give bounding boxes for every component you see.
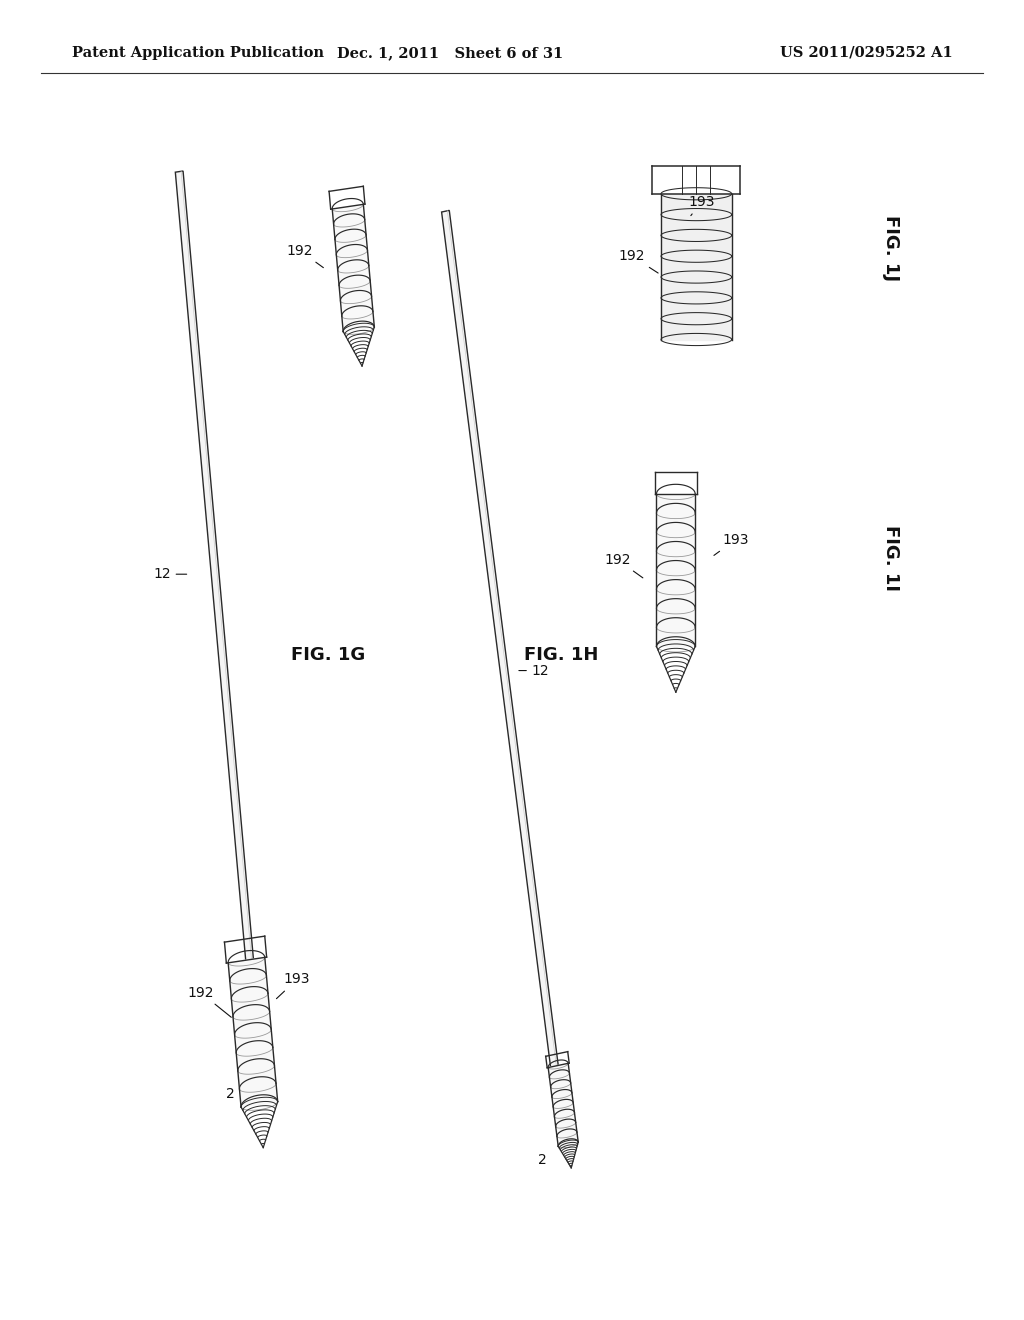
Text: FIG. 1I: FIG. 1I (882, 525, 900, 591)
Text: 2: 2 (226, 1088, 234, 1101)
Polygon shape (175, 172, 265, 1089)
Text: FIG. 1H: FIG. 1H (524, 645, 598, 664)
Text: FIG. 1G: FIG. 1G (291, 645, 365, 664)
Text: 192: 192 (187, 986, 231, 1018)
Text: 12: 12 (153, 568, 186, 581)
Text: Dec. 1, 2011   Sheet 6 of 31: Dec. 1, 2011 Sheet 6 of 31 (338, 46, 563, 59)
Polygon shape (662, 194, 731, 339)
Text: 12: 12 (519, 664, 550, 677)
Text: 192: 192 (604, 553, 643, 578)
Polygon shape (656, 494, 695, 647)
Text: US 2011/0295252 A1: US 2011/0295252 A1 (779, 46, 952, 59)
Text: 193: 193 (714, 533, 749, 556)
Polygon shape (228, 957, 278, 1107)
Polygon shape (548, 1064, 579, 1146)
Polygon shape (441, 210, 567, 1137)
Polygon shape (332, 205, 375, 331)
Text: Patent Application Publication: Patent Application Publication (72, 46, 324, 59)
Text: 2: 2 (539, 1154, 547, 1167)
Text: 193: 193 (688, 195, 715, 215)
Text: FIG. 1J: FIG. 1J (882, 215, 900, 281)
Text: 193: 193 (276, 973, 310, 999)
Text: 192: 192 (618, 249, 658, 273)
Text: 192: 192 (287, 244, 324, 268)
